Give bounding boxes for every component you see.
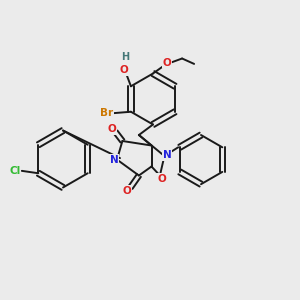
Text: H: H	[122, 52, 130, 62]
Text: O: O	[157, 173, 166, 184]
Text: N: N	[163, 150, 172, 161]
Text: O: O	[163, 58, 172, 68]
Text: O: O	[120, 65, 128, 75]
Text: Cl: Cl	[10, 166, 21, 176]
Text: O: O	[107, 124, 116, 134]
Text: O: O	[122, 185, 131, 196]
Text: Br: Br	[100, 108, 113, 118]
Text: N: N	[110, 154, 118, 165]
